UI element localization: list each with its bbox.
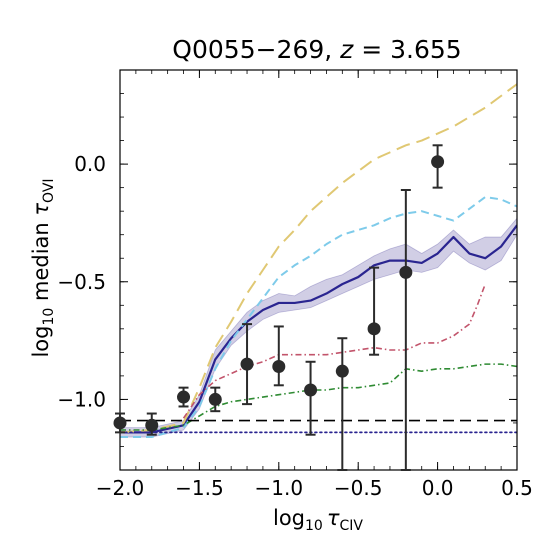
point-marker [177, 390, 191, 404]
point-marker [399, 265, 413, 279]
point-marker [335, 364, 349, 378]
x-axis: −2.0 −1.5 −1.0 −0.5 0.0 0.5 [96, 70, 533, 500]
x-tick-label: 0.0 [422, 476, 454, 500]
point-marker [304, 383, 318, 397]
x-tick-label: 0.5 [501, 476, 533, 500]
y-tick-label: 0.0 [74, 152, 106, 176]
y-axis: −1.0 −0.5 0.0 [57, 69, 517, 471]
data-point [145, 412, 159, 436]
data-point [304, 360, 318, 436]
x-tick-label: −1.0 [255, 476, 304, 500]
data-point [431, 144, 445, 189]
data-point [240, 323, 254, 406]
data-point [367, 266, 381, 356]
uncertainty-band [120, 217, 517, 438]
y-tick-label: −1.0 [57, 387, 106, 411]
data-point [208, 386, 222, 413]
data-points [113, 144, 445, 471]
chart-title-suffix: = 3.655 [353, 35, 461, 64]
data-point [399, 189, 413, 471]
data-point [113, 412, 127, 434]
series-2-line [120, 224, 517, 434]
data-point [335, 337, 349, 471]
y-tick-label: −0.5 [57, 270, 106, 294]
point-marker [240, 357, 254, 371]
point-marker [145, 418, 159, 432]
point-marker [367, 322, 381, 336]
plot-area [120, 83, 517, 439]
series-6-line [120, 363, 517, 431]
x-axis-label: log10 τCIV [273, 506, 363, 534]
y-axis-label: log10 median τOVI [29, 178, 57, 357]
data-point [272, 325, 286, 387]
data-point [177, 386, 191, 408]
point-marker [272, 359, 286, 373]
chart-title: Q0055−269, z = 3.655 [172, 35, 461, 64]
point-marker [208, 392, 222, 406]
x-tick-label: −2.0 [96, 476, 145, 500]
series-5-line [182, 283, 486, 419]
x-tick-label: −0.5 [334, 476, 383, 500]
chart-title-z: z [339, 35, 354, 64]
series-3-line [120, 83, 517, 434]
point-marker [113, 416, 127, 430]
point-marker [431, 155, 445, 169]
plot-frame [119, 69, 518, 471]
chart-title-prefix: Q0055−269, [172, 35, 340, 64]
x-tick-label: −1.5 [175, 476, 224, 500]
